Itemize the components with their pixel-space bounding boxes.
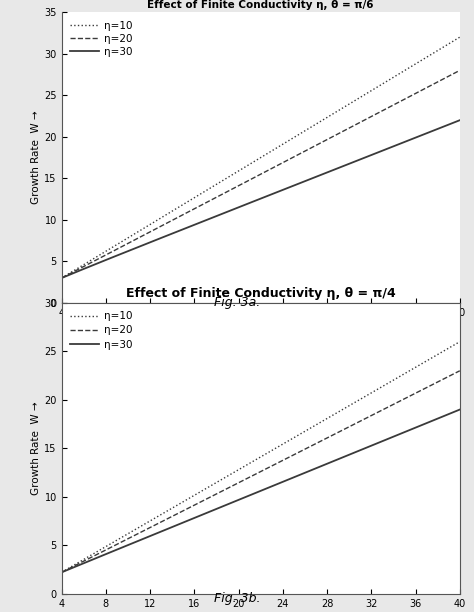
η=10 (325, 414, 330, 422)
η=20 (293, 152, 299, 159)
η=20 (239, 181, 245, 188)
η=20 (457, 367, 463, 375)
Title: Effect of Finite Conductivity η, θ = π/6: Effect of Finite Conductivity η, θ = π/6 (147, 0, 374, 10)
η=20 (358, 417, 364, 424)
η=10 (59, 569, 64, 576)
Text: Fig. 3b.: Fig. 3b. (214, 592, 260, 605)
η=30 (457, 116, 463, 124)
η=30 (358, 446, 364, 453)
η=10 (129, 232, 135, 239)
Line: η=10: η=10 (62, 341, 460, 572)
η=30 (293, 181, 299, 188)
η=10 (358, 93, 364, 100)
η=10 (358, 395, 364, 402)
η=30 (161, 527, 167, 534)
η=10 (59, 274, 64, 282)
Line: η=30: η=30 (62, 409, 460, 572)
η=10 (457, 338, 463, 345)
Legend: η=10, η=20, η=30: η=10, η=20, η=30 (67, 18, 136, 60)
η=10 (129, 528, 135, 535)
η=10 (457, 34, 463, 41)
η=20 (161, 221, 167, 228)
η=20 (325, 434, 330, 441)
η=30 (129, 540, 135, 547)
Y-axis label: Growth Rate  W →: Growth Rate W → (31, 111, 42, 204)
η=20 (239, 477, 245, 485)
η=10 (239, 165, 245, 173)
η=10 (293, 132, 299, 140)
η=20 (325, 136, 330, 143)
η=20 (129, 533, 135, 540)
η=30 (59, 569, 64, 576)
η=10 (325, 113, 330, 121)
η=30 (239, 203, 245, 210)
η=20 (161, 517, 167, 524)
η=30 (358, 155, 364, 163)
η=30 (325, 460, 330, 467)
η=20 (358, 118, 364, 125)
η=30 (161, 233, 167, 241)
η=10 (239, 464, 245, 471)
η=30 (457, 406, 463, 413)
η=30 (239, 495, 245, 502)
η=10 (161, 509, 167, 517)
Line: η=30: η=30 (62, 120, 460, 278)
η=30 (293, 472, 299, 480)
η=30 (325, 168, 330, 176)
Legend: η=10, η=20, η=30: η=10, η=20, η=30 (67, 308, 136, 353)
η=30 (129, 246, 135, 253)
Line: η=20: η=20 (62, 70, 460, 278)
Line: η=10: η=10 (62, 37, 460, 278)
η=20 (293, 450, 299, 457)
η=10 (293, 433, 299, 440)
η=10 (161, 212, 167, 220)
Line: η=20: η=20 (62, 371, 460, 572)
Text: Fig. 3a.: Fig. 3a. (214, 296, 260, 310)
η=20 (59, 569, 64, 576)
η=20 (59, 274, 64, 282)
X-axis label: Wave Number k →: Wave Number k → (213, 323, 308, 334)
η=20 (129, 237, 135, 245)
Title: Effect of Finite Conductivity η, θ = π/4: Effect of Finite Conductivity η, θ = π/4 (126, 288, 396, 300)
η=20 (457, 67, 463, 74)
η=30 (59, 274, 64, 282)
Y-axis label: Growth Rate  W →: Growth Rate W → (31, 401, 42, 495)
